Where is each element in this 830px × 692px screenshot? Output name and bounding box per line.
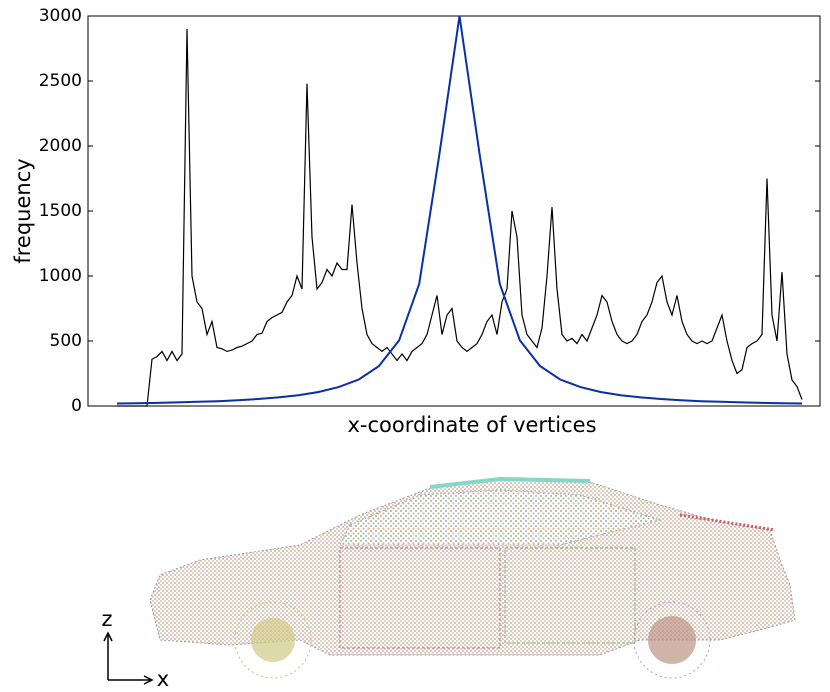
axis-label-x: x [157,667,169,688]
plot-frame [88,16,820,406]
series-line [117,29,802,406]
series-line [117,16,802,404]
car-wireframe [150,479,795,678]
page: frequency x-coordinate of vertices [0,0,830,692]
y-tick-label: 1000 [39,266,82,286]
axis-label-z: z [101,607,112,631]
y-axis-label: frequency [11,158,35,263]
y-tick-label: 500 [50,331,82,351]
y-tick-label: 3000 [39,6,82,26]
y-tick-label: 1500 [39,201,82,221]
y-tick-label: 0 [71,396,82,416]
figure: frequency x-coordinate of vertices [0,0,830,688]
y-tick-label: 2000 [39,136,82,156]
x-axis-label: x-coordinate of vertices [347,413,596,437]
y-tick-label: 2500 [39,71,82,91]
